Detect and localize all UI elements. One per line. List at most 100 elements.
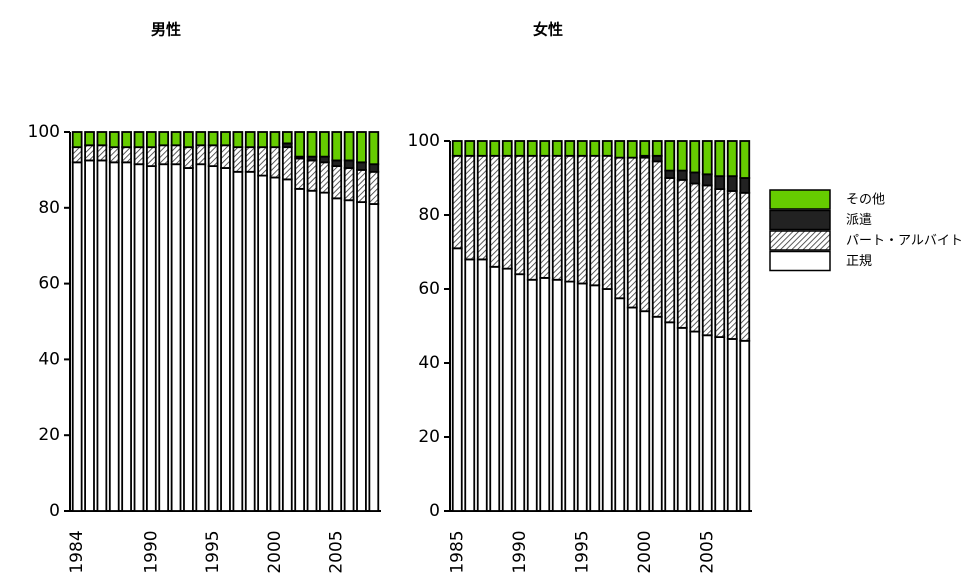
- legend-swatch: [769, 250, 831, 272]
- bar-segment: [133, 146, 145, 166]
- bar-segment: [489, 265, 501, 512]
- bar-segment: [368, 163, 380, 173]
- y-tick-label: 80: [418, 205, 440, 225]
- legend-label: 派遣: [846, 213, 872, 228]
- bar-segment: [145, 131, 157, 149]
- bar-segment: [476, 258, 488, 512]
- bar-segment: [356, 168, 367, 204]
- bar-segment: [368, 203, 380, 512]
- bar-segment: [689, 140, 701, 174]
- bar-segment: [726, 190, 738, 340]
- bar-segment: [232, 131, 244, 149]
- bar-segment: [564, 154, 576, 283]
- bar-segment: [676, 178, 688, 329]
- bar-segment: [626, 140, 638, 159]
- bar-segment: [464, 258, 476, 512]
- bar-segment: [664, 169, 676, 179]
- bar-segment: [464, 154, 476, 261]
- bar-segment: [170, 144, 182, 166]
- bar-segment: [269, 131, 281, 149]
- bar-segment: [108, 161, 120, 512]
- bar-segment: [551, 154, 563, 281]
- bar-segment: [244, 170, 256, 512]
- bar-segment: [726, 140, 738, 178]
- legend-swatch: [769, 189, 831, 210]
- bar-segment: [71, 146, 83, 164]
- bar-segment: [551, 278, 563, 512]
- bar-segment: [343, 167, 355, 202]
- bar-segment: [626, 156, 638, 309]
- bar-segment: [614, 297, 626, 512]
- bar-segment: [183, 146, 194, 169]
- bar-segment: [244, 146, 256, 173]
- x-tick-label: 2000: [265, 530, 285, 573]
- y-tick-label: 40: [418, 353, 440, 373]
- y-tick-label: 60: [418, 279, 440, 299]
- legend-swatch: [769, 230, 831, 251]
- bar-segment: [739, 140, 751, 179]
- bar-segment: [664, 321, 676, 512]
- bar-segment: [676, 140, 688, 172]
- bar-segment: [145, 165, 157, 512]
- chart-title: 男性: [151, 21, 181, 39]
- bar-segment: [539, 140, 551, 157]
- bar-segment: [589, 284, 601, 512]
- x-tick-label: 1995: [203, 530, 223, 573]
- y-tick-label: 100: [408, 131, 440, 151]
- bar-segment: [526, 154, 538, 281]
- bar-segment: [489, 154, 501, 268]
- bar-segment: [514, 154, 526, 276]
- bar-segment: [96, 144, 108, 162]
- bar-segment: [319, 161, 330, 194]
- bar-segment: [539, 276, 551, 512]
- bar-segment: [564, 140, 576, 157]
- bar-segment: [564, 280, 576, 512]
- bar-segment: [701, 173, 713, 187]
- bar-segment: [133, 163, 145, 512]
- bar-segment: [121, 146, 132, 164]
- bar-segment: [306, 189, 318, 512]
- bar-segment: [331, 165, 343, 200]
- x-tick-label: 1990: [510, 530, 530, 573]
- bar-segment: [281, 178, 293, 512]
- bar-segment: [195, 163, 207, 512]
- bar-segment: [133, 131, 145, 149]
- bar-segment: [319, 131, 330, 158]
- bar-segment: [306, 131, 318, 158]
- bar-segment: [601, 154, 613, 290]
- bar-segment: [589, 140, 601, 157]
- bar-segment: [451, 154, 463, 250]
- bar-segment: [331, 131, 343, 162]
- bar-segment: [368, 131, 380, 166]
- bar-segment: [220, 167, 231, 512]
- bar-segment: [676, 326, 688, 512]
- bar-segment: [207, 131, 219, 147]
- bar-segment: [739, 191, 751, 342]
- bar-segment: [714, 175, 726, 190]
- y-tick-label: 60: [38, 274, 60, 294]
- bar-segment: [183, 131, 194, 149]
- bar-segment: [220, 144, 231, 169]
- bar-segment: [514, 140, 526, 157]
- bar-segment: [601, 140, 613, 157]
- bar-segment: [84, 131, 95, 147]
- bar-segment: [651, 140, 663, 157]
- bar-segment: [614, 156, 626, 300]
- y-tick-label: 40: [38, 349, 60, 369]
- bar-segment: [539, 154, 551, 279]
- bar-segment: [294, 131, 306, 158]
- y-tick-label: 20: [418, 427, 440, 447]
- bar-segment: [331, 197, 343, 512]
- bar-segment: [170, 163, 182, 512]
- bar-segment: [689, 171, 701, 185]
- bar-segment: [220, 131, 231, 147]
- bar-segment: [501, 267, 513, 512]
- bar-segment: [501, 154, 513, 270]
- x-tick-label: 1995: [572, 530, 592, 573]
- bar-segment: [476, 140, 488, 157]
- bar-segment: [84, 144, 95, 162]
- bar-segment: [714, 336, 726, 512]
- legend-label: 正規: [846, 254, 872, 269]
- bar-segment: [257, 174, 268, 512]
- bar-segment: [701, 334, 713, 512]
